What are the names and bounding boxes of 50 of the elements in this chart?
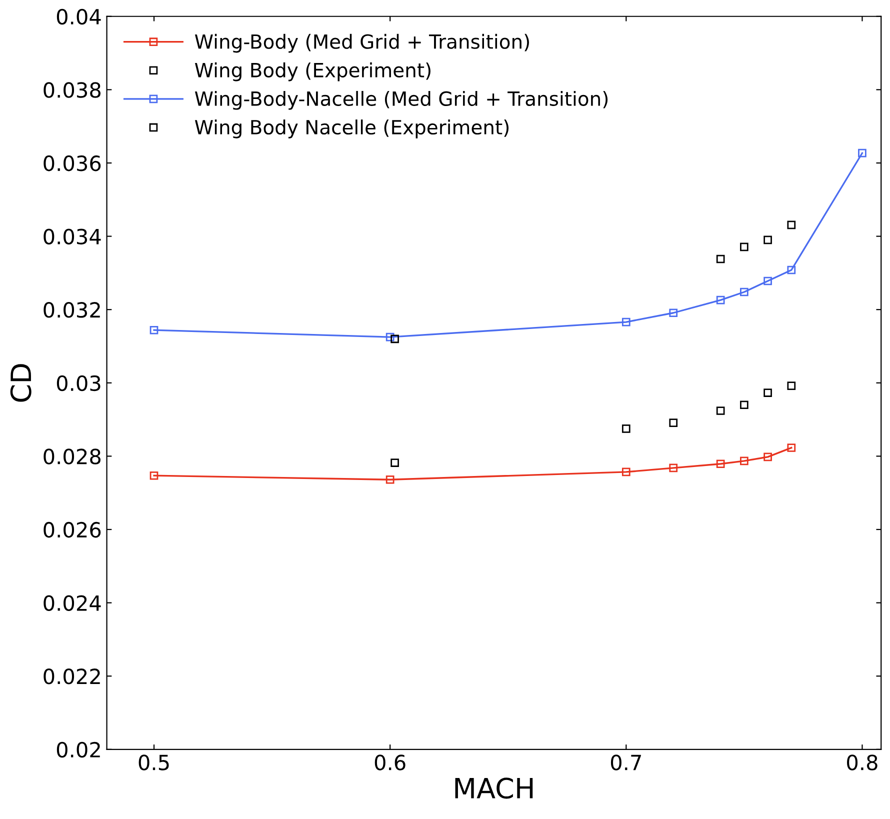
x-tick-label: 0.7 (610, 754, 641, 770)
y-tick-label: 0.032 (44, 302, 100, 318)
point (764, 236, 772, 244)
point (858, 148, 866, 158)
legend-label: Wing-Body (Med Grid + Transition) (194, 34, 529, 53)
point (386, 475, 394, 484)
y-tick-label: 0.028 (44, 448, 101, 464)
y-axis-title: CD (10, 364, 32, 402)
point (787, 220, 796, 230)
point (716, 460, 725, 468)
point (622, 318, 630, 326)
point (669, 308, 678, 318)
point (622, 468, 630, 476)
point (740, 456, 748, 466)
point (740, 242, 748, 252)
legend-label: Wing-Body-Nacelle (Med Grid + Transition) (194, 90, 608, 110)
y-tick-label: 0.026 (44, 522, 101, 538)
legend-label: Wing Body (Experiment) (194, 62, 430, 82)
point (764, 452, 772, 462)
point (390, 458, 399, 467)
point (669, 464, 678, 472)
point (764, 388, 772, 397)
point (787, 444, 796, 452)
point (390, 334, 399, 344)
y-tick-label: 0.034 (44, 228, 101, 244)
point (386, 332, 394, 342)
point (740, 288, 748, 296)
y-tick-label: 0.02 (56, 742, 100, 758)
y-tick-label: 0.04 (56, 8, 101, 25)
point (150, 326, 158, 334)
y-tick-label: 0.024 (44, 595, 101, 611)
y-tick-label: 0.022 (44, 668, 100, 684)
y-tick-label: 0.038 (44, 82, 101, 98)
point (764, 276, 772, 286)
point (740, 400, 748, 410)
point (787, 266, 796, 274)
x-tick-label: 0.8 (847, 754, 878, 770)
point (787, 382, 796, 390)
point (669, 418, 678, 427)
y-tick-label: 0.03 (56, 375, 100, 392)
y-tick-label: 0.036 (44, 155, 101, 172)
x-tick-label: 0.5 (138, 754, 169, 770)
x-axis-title: MACH (455, 778, 533, 799)
point (716, 296, 725, 304)
point (716, 254, 725, 264)
point (622, 424, 630, 433)
legend-label: Wing Body Nacelle (Experiment) (194, 120, 509, 138)
point (150, 471, 158, 480)
point (716, 406, 725, 415)
x-tick-label: 0.6 (374, 754, 406, 770)
